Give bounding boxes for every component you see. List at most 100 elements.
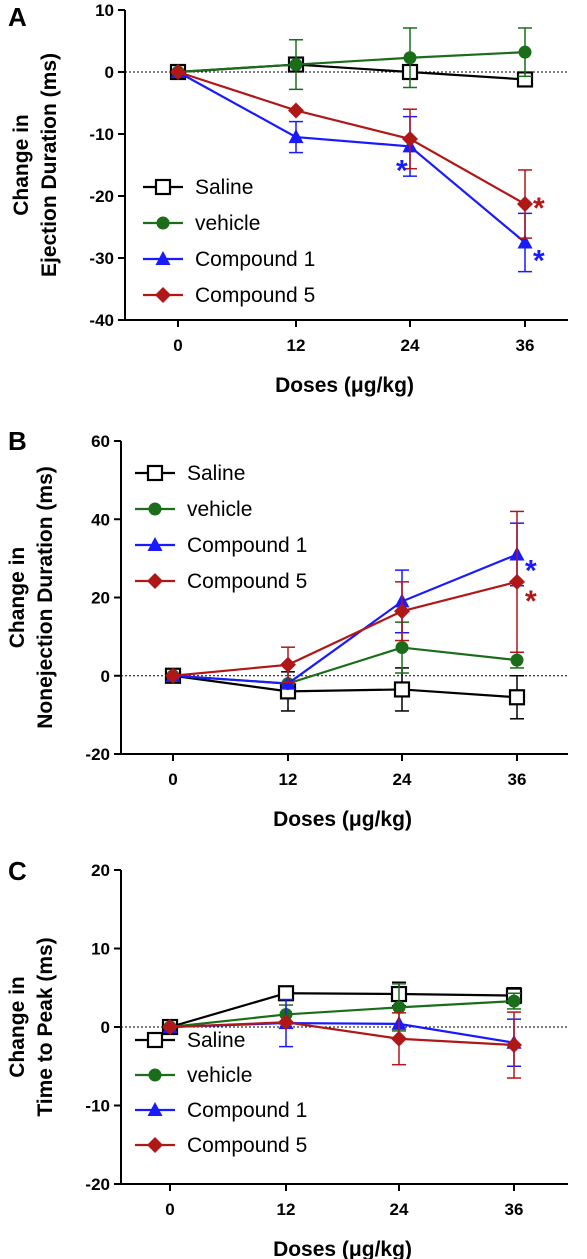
vehicle-marker — [148, 502, 162, 516]
saline-marker — [146, 1031, 164, 1049]
legend-label: Compound 5 — [187, 1134, 307, 1157]
x-tick-label: 24 — [393, 770, 412, 789]
y-axis-title: Change in — [10, 114, 33, 216]
x-axis-title: Doses (μg/kg) — [273, 1238, 412, 1259]
vehicle-marker — [403, 51, 417, 65]
saline-marker — [154, 178, 172, 196]
x-tick-label: 0 — [168, 770, 177, 789]
y-axis-title: Change in — [6, 976, 29, 1078]
legend-label: vehicle — [195, 212, 260, 235]
compound5-marker — [394, 603, 410, 620]
legend-label: Compound 1 — [195, 248, 315, 271]
legend-label: vehicle — [187, 498, 252, 521]
compound5-marker — [517, 196, 533, 213]
y-tick-label: 0 — [101, 1018, 110, 1037]
y-tick-label: 20 — [91, 589, 110, 608]
vehicle-marker — [289, 58, 303, 72]
y-tick-label: 40 — [91, 510, 110, 529]
compound5-marker — [147, 573, 163, 589]
x-tick-label: 36 — [516, 336, 535, 355]
y-tick-label: 60 — [91, 432, 110, 451]
legend-label: Compound 5 — [195, 284, 315, 307]
legend-label: Saline — [187, 1029, 245, 1052]
vehicle-marker — [395, 641, 409, 655]
series-line — [169, 992, 515, 1029]
x-tick-label: 36 — [505, 1200, 524, 1219]
vehicle-marker — [518, 45, 532, 59]
y-tick-label: 0 — [101, 667, 110, 686]
compound5-marker — [165, 667, 181, 684]
y-tick-label: 0 — [105, 63, 114, 82]
series-line — [172, 674, 518, 699]
compound5-marker — [278, 1014, 294, 1031]
legend-label: Saline — [187, 462, 245, 485]
x-tick-label: 12 — [277, 1200, 296, 1219]
vehicle-marker — [392, 1000, 406, 1014]
series-line — [177, 70, 526, 206]
series-line — [169, 1021, 515, 1047]
legend-label: Compound 1 — [187, 534, 307, 557]
legend-label: Saline — [195, 176, 253, 199]
significance-star: * — [533, 245, 545, 278]
compound1-marker — [288, 129, 304, 144]
y-tick-label: -20 — [89, 187, 114, 206]
vehicle-marker — [156, 216, 170, 230]
legend: Saline vehicle Compound 1 Compound 5 — [143, 176, 315, 307]
y-tick-label: 10 — [95, 1, 114, 20]
y-tick-label: -40 — [89, 311, 114, 330]
compound5-marker — [162, 1019, 178, 1035]
saline-marker — [146, 464, 164, 482]
y-axis-title: Time to Peak (ms) — [34, 937, 57, 1116]
y-tick-label: -30 — [89, 249, 114, 268]
x-tick-label: 0 — [173, 336, 182, 355]
panel-letter: A — [8, 2, 27, 32]
y-axis-title: Change in — [6, 547, 29, 649]
y-axis-title: Nonejection Duration (ms) — [34, 466, 57, 729]
x-tick-label: 12 — [279, 770, 298, 789]
legend-label: Compound 1 — [187, 1099, 307, 1122]
significance-star: * — [525, 585, 537, 618]
x-axis-title: Doses (μg/kg) — [273, 808, 412, 831]
saline-marker — [508, 689, 526, 706]
y-tick-label: -10 — [89, 125, 114, 144]
vehicle-marker — [507, 994, 521, 1008]
y-tick-label: -20 — [85, 745, 110, 764]
compound5-marker — [280, 656, 296, 673]
series-line — [172, 553, 518, 685]
saline-marker — [277, 985, 295, 1002]
x-tick-label: 36 — [508, 770, 527, 789]
y-tick-label: 10 — [91, 940, 110, 959]
x-tick-label: 0 — [165, 1200, 174, 1219]
compound5-marker — [288, 102, 304, 119]
y-tick-label: -20 — [85, 1175, 110, 1194]
vehicle-marker — [510, 653, 524, 667]
series-line — [172, 580, 518, 677]
compound1-marker — [147, 537, 163, 551]
x-tick-label: 24 — [390, 1200, 409, 1219]
series-vehicle — [171, 27, 532, 91]
x-tick-label: 12 — [287, 336, 306, 355]
y-tick-label: -10 — [85, 1097, 110, 1116]
compound5-marker — [391, 1030, 407, 1047]
compound1-marker — [155, 251, 171, 265]
compound5-marker — [147, 1137, 163, 1153]
compound1-marker — [517, 234, 533, 249]
chart-panel-b: B 60 40 20 0 -20 0 12 24 36 Doses (μg/kg) Change in… — [6, 426, 568, 831]
compound5-marker — [155, 287, 171, 303]
series-compound5 — [162, 1011, 522, 1079]
series-line — [177, 71, 526, 244]
legend-label: Compound 5 — [187, 570, 307, 593]
chart-panel-a: A 10 0 -10 -20 -30 -40 0 12 24 36 Doses (μg/kg) Chan… — [8, 1, 568, 397]
series-line — [169, 999, 515, 1029]
significance-star: * — [525, 554, 537, 587]
x-tick-label: 24 — [401, 336, 420, 355]
compound5-marker — [170, 64, 186, 80]
y-axis-title: Ejection Duration (ms) — [38, 53, 61, 277]
legend: Saline vehicle Compound 1 Compound 5 — [135, 462, 307, 593]
series-line — [177, 51, 526, 74]
saline-marker — [393, 681, 411, 698]
chart-panel-c: C 20 10 0 -10 -20 0 12 24 36 Doses (μg/kg) Change i… — [6, 856, 568, 1259]
y-tick-label: 20 — [91, 861, 110, 880]
panel-letter: C — [8, 856, 27, 886]
